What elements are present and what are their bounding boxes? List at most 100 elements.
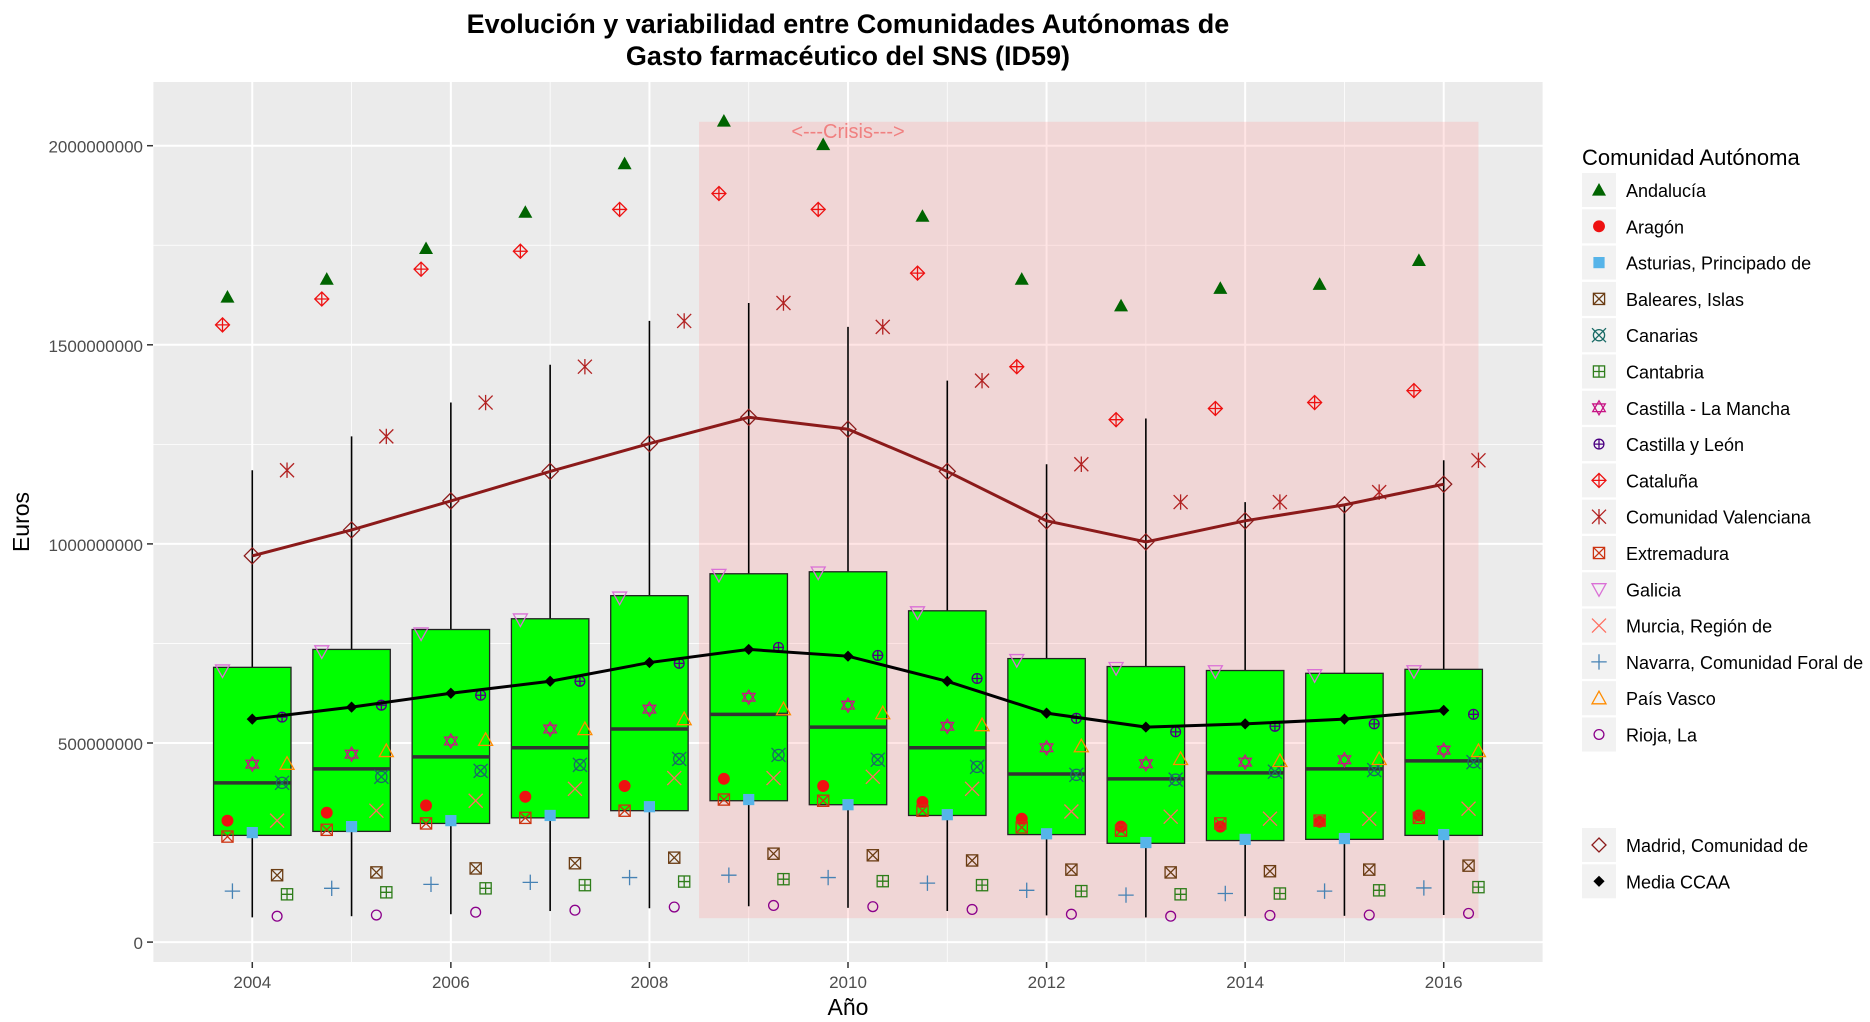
point-galicia bbox=[412, 627, 430, 642]
point-canarias bbox=[1168, 772, 1184, 788]
point-cataluna bbox=[1108, 411, 1124, 428]
legend-item: Canarias bbox=[1582, 318, 1698, 353]
madrid-point bbox=[1434, 475, 1453, 494]
point-andalucia bbox=[518, 205, 533, 218]
point-pais-vasco bbox=[1073, 737, 1090, 753]
point-canarias bbox=[1068, 767, 1084, 783]
y-tick-label: 2000000000 bbox=[48, 138, 143, 157]
point-asturias-principado-de bbox=[1338, 832, 1351, 845]
point-navarra-comunidad-foral-de bbox=[1316, 883, 1333, 899]
point-castilla-y-leon bbox=[971, 672, 983, 685]
legend-label: Asturias, Principado de bbox=[1626, 254, 1811, 274]
point-aragon bbox=[221, 814, 234, 827]
point-baleares-islas bbox=[1164, 866, 1177, 879]
point-baleares-islas bbox=[1363, 863, 1376, 876]
point-extremadura bbox=[717, 793, 731, 806]
legend-label: Aragón bbox=[1626, 217, 1684, 237]
mean-point bbox=[643, 656, 656, 669]
point-rioja-la bbox=[668, 901, 680, 913]
x-axis-title: Año bbox=[828, 994, 869, 1020]
point-baleares-islas bbox=[568, 856, 582, 870]
point-cataluna bbox=[512, 243, 529, 260]
point-comunidad-valenciana bbox=[974, 372, 990, 389]
madrid-point bbox=[938, 462, 957, 481]
y-tick-label: 1000000000 bbox=[48, 536, 143, 555]
point-cantabria bbox=[777, 872, 790, 886]
point-pais-vasco bbox=[874, 704, 891, 720]
point-cataluna bbox=[909, 265, 926, 282]
point-cataluna bbox=[711, 185, 727, 202]
madrid-point bbox=[1037, 511, 1056, 530]
point-galicia bbox=[810, 566, 827, 581]
legend-label: Castilla - La Mancha bbox=[1626, 399, 1791, 419]
point-asturias-principado-de bbox=[544, 809, 556, 822]
legend-label: Media CCAA bbox=[1626, 872, 1730, 892]
point-castilla-la-mancha bbox=[939, 717, 955, 735]
legend-key bbox=[1582, 681, 1616, 716]
point-castilla-la-mancha bbox=[1039, 739, 1055, 757]
point-comunidad-valenciana bbox=[676, 313, 692, 329]
point-asturias-principado-de bbox=[1239, 833, 1251, 845]
point-canarias bbox=[969, 759, 985, 775]
madrid-point bbox=[441, 491, 460, 510]
point-galicia bbox=[512, 613, 529, 628]
point-baleares-islas bbox=[668, 851, 681, 864]
point-aragon bbox=[817, 780, 830, 792]
point-aragon bbox=[717, 772, 730, 785]
legend-label: Madrid, Comunidad de bbox=[1626, 836, 1808, 856]
axes: 0 500000000 1000000000 1500000000 2000000000… bbox=[48, 138, 1462, 992]
point-rioja-la bbox=[470, 906, 482, 918]
point-asturias-principado-de bbox=[246, 826, 258, 839]
point-asturias-principado-de bbox=[842, 799, 854, 811]
box bbox=[1106, 665, 1186, 844]
point-comunidad-valenciana bbox=[1272, 494, 1288, 510]
madrid-point bbox=[541, 462, 560, 481]
madrid-point bbox=[342, 521, 361, 539]
point-andalucia bbox=[1312, 277, 1327, 290]
legend-key bbox=[1582, 390, 1616, 425]
point-castilla-la-mancha bbox=[641, 700, 657, 718]
point-baleares-islas bbox=[965, 854, 979, 867]
point-rioja-la bbox=[271, 910, 283, 922]
mean-point bbox=[345, 701, 358, 713]
point-pais-vasco bbox=[973, 716, 991, 732]
point-extremadura bbox=[320, 823, 333, 837]
point-rioja-la bbox=[1264, 909, 1276, 921]
legend-item: Baleares, Islas bbox=[1582, 281, 1744, 316]
point-cantabria bbox=[1372, 884, 1386, 897]
point-navarra-comunidad-foral-de bbox=[721, 867, 737, 883]
point-canarias bbox=[373, 769, 389, 785]
point-extremadura bbox=[1313, 814, 1326, 827]
point-pais-vasco bbox=[576, 720, 593, 736]
point-galicia bbox=[1008, 653, 1025, 669]
point-galicia bbox=[909, 606, 926, 621]
point-pais-vasco bbox=[477, 731, 494, 747]
box bbox=[212, 666, 292, 837]
point-comunidad-valenciana bbox=[378, 428, 394, 445]
y-tick-label: 1500000000 bbox=[48, 337, 143, 356]
point-castilla-la-mancha bbox=[1436, 741, 1452, 759]
point-murcia-region-de bbox=[1262, 811, 1278, 827]
point-pais-vasco bbox=[676, 710, 693, 726]
point-extremadura bbox=[816, 794, 830, 807]
point-andalucia bbox=[1114, 298, 1129, 312]
point-rioja-la bbox=[370, 909, 382, 921]
point-pais-vasco bbox=[775, 700, 792, 716]
point-cantabria bbox=[1075, 884, 1088, 898]
point-aragon bbox=[618, 780, 631, 792]
point-asturias-principado-de bbox=[643, 801, 656, 813]
point-cataluna bbox=[413, 261, 429, 278]
point-aragon bbox=[519, 790, 532, 803]
point-aragon bbox=[1313, 815, 1326, 828]
point-cantabria bbox=[1174, 888, 1187, 901]
point-comunidad-valenciana bbox=[1073, 456, 1089, 472]
point-extremadura bbox=[221, 830, 234, 843]
point-castilla-y-leon bbox=[574, 675, 586, 687]
point-cantabria bbox=[578, 878, 592, 892]
mean-point bbox=[1338, 713, 1351, 725]
legend-item: Media CCAA bbox=[1582, 864, 1730, 899]
point-baleares-islas bbox=[270, 868, 284, 882]
point-galicia bbox=[611, 591, 628, 606]
point-extremadura bbox=[1015, 821, 1029, 834]
mean-point bbox=[743, 643, 755, 656]
